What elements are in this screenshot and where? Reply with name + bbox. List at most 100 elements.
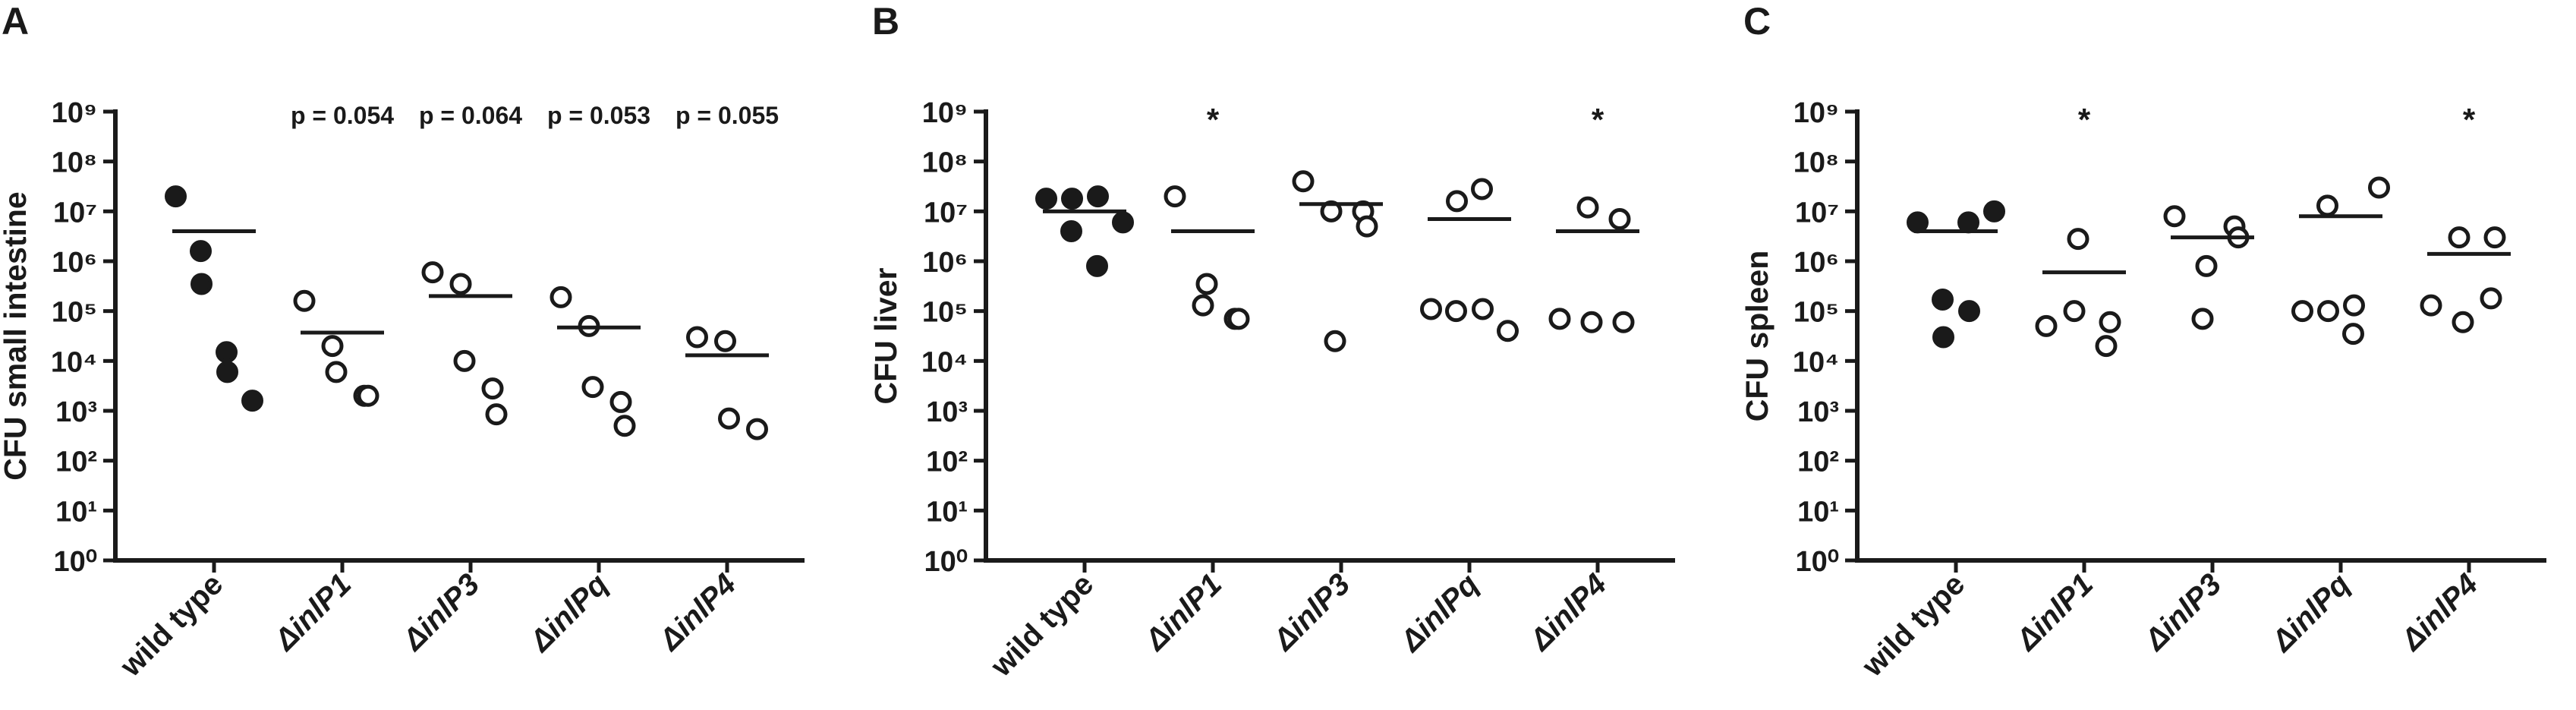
data-point [2035,314,2058,337]
y-tick-label: 10⁶ [1793,247,1839,279]
y-tick-label: 10⁰ [1795,546,1839,578]
data-point [191,273,213,295]
y-axis-label: CFU liver [868,267,903,404]
annotation: * [1207,102,1220,137]
y-tick-label: 10⁹ [922,97,968,129]
data-point [1471,178,1493,200]
x-tick-label: wild type [114,567,230,683]
x-tick-label: ΔinlPq [523,567,615,659]
data-point [2291,300,2313,323]
data-point [1576,196,1599,219]
data-point [216,361,238,383]
y-tick-label: 10³ [55,396,97,428]
y-tick-label: 10² [55,447,97,478]
y-tick-label: 10⁴ [51,346,97,378]
y-tick-label: 10² [926,447,968,478]
data-point [421,261,444,284]
y-tick-label: 10⁸ [1793,147,1839,179]
y-tick-label: 10⁷ [1795,197,1839,229]
panel: B CFU liver 10⁰ 10¹ 10² 10³ 10⁴ 10⁵ 10⁶ 10⁷ 10⁸ 10⁹… [868,0,1675,683]
y-tick-label: 10⁷ [924,197,968,229]
data-point [2420,294,2442,317]
data-point [718,407,740,430]
y-tick-label: 10³ [1797,396,1839,428]
data-point [1932,326,1954,349]
annotation: p = 0.054 [291,102,394,129]
data-point [2063,300,2086,323]
panel-label: B [872,0,899,43]
data-point [1324,330,1346,352]
data-point [190,240,212,263]
x-tick-label: ΔinlP3 [1266,567,1356,658]
x-tick-label: wild type [984,567,1101,683]
data-point [1472,298,1494,320]
panel: C CFU spleen 10⁰ 10¹ 10² 10³ 10⁴ 10⁵ 10⁶ 10⁷ 10⁸ 10… [1740,0,2546,683]
x-tick-label: ΔinlP3 [2137,567,2228,658]
data-point [453,349,476,372]
y-axis-label: CFU spleen [1740,251,1775,422]
data-point [216,341,238,364]
x-tick-label: ΔinlP1 [267,567,357,658]
data-point [1445,300,1467,323]
data-point [1446,190,1468,213]
annotation: * [2463,102,2476,137]
y-tick-label: 10⁷ [53,197,97,229]
data-point [1932,289,1954,311]
y-tick-label: 10⁵ [922,297,968,329]
y-tick-label: 10⁸ [52,147,97,179]
data-point [2191,308,2214,330]
data-point [2316,194,2338,217]
data-point [1086,254,1108,277]
data-point [1227,308,1250,330]
data-point [2480,287,2502,310]
y-tick-label: 10⁰ [53,546,97,578]
data-point [613,415,636,437]
data-point [2317,300,2339,323]
data-point [481,377,504,400]
y-tick-label: 10⁸ [922,147,968,179]
data-point [1112,211,1134,234]
data-point [325,361,348,383]
data-point [1061,188,1083,210]
data-point [550,286,572,308]
data-point [2483,226,2506,249]
x-tick-label: ΔinlPq [2265,567,2357,659]
y-tick-label: 10² [1797,447,1839,478]
annotation: * [2078,102,2091,137]
y-tick-label: 10⁶ [922,247,968,279]
y-tick-label: 10¹ [1797,496,1839,528]
data-point [686,326,708,349]
data-point [2343,294,2365,317]
annotation: p = 0.064 [419,102,522,129]
y-tick-label: 10⁹ [1793,97,1839,129]
data-point [2099,311,2121,333]
data-point [2342,323,2364,346]
data-point [1035,188,1057,210]
x-tick-label: ΔinlP4 [652,567,742,658]
data-point [1907,211,1929,234]
y-tick-label: 10⁶ [52,247,97,279]
x-tick-label: ΔinlP4 [1523,567,1613,658]
y-axis-label: CFU small intestine [0,191,33,480]
data-point [2368,176,2390,199]
panel: A CFU small intestine 10⁰ 10¹ 10² 10³ 10⁴ 10⁵ 10… [0,0,805,683]
x-tick-label: ΔinlP1 [1138,567,1228,658]
data-point [2452,311,2474,333]
data-point [1608,208,1631,231]
data-point [2195,254,2218,277]
data-point [1548,308,1571,330]
y-tick-label: 10⁰ [924,546,968,578]
x-tick-label: wild type [1856,567,1972,683]
y-tick-label: 10¹ [926,496,968,528]
data-point [1292,170,1315,193]
x-tick-label: ΔinlP3 [395,567,486,658]
data-point [1983,200,2005,222]
data-point [449,273,472,295]
panel-label: C [1743,0,1771,43]
y-tick-label: 10¹ [55,496,97,528]
y-tick-label: 10⁹ [52,97,97,129]
data-point [714,330,736,352]
data-point [2095,335,2118,358]
data-point [485,403,508,426]
